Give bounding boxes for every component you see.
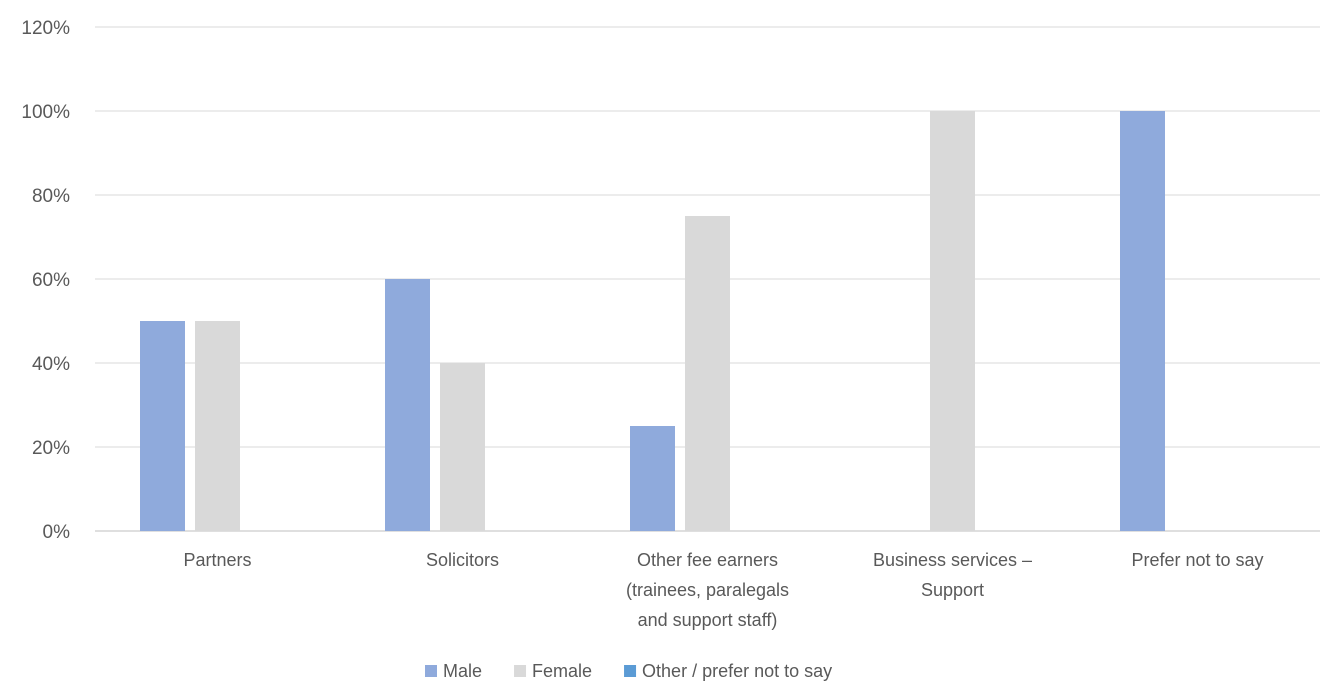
x-category-label: Other fee earners (trainees, paralegals an… [626, 550, 789, 630]
legend-label: Male [443, 661, 482, 681]
y-tick-label: 120% [21, 18, 70, 39]
bar-female-1 [440, 363, 485, 531]
y-tick-label: 60% [32, 270, 70, 291]
bar-male-0 [140, 321, 185, 531]
x-category-label: Prefer not to say [1131, 550, 1263, 570]
legend-swatch [514, 665, 527, 677]
legend: Male Female Other / prefer not to say [425, 661, 832, 681]
bar-male-4 [1120, 111, 1165, 531]
bar-female-2 [685, 216, 730, 531]
x-axis-categories: Partners Solicitors Other fee earners (trai… [183, 550, 1263, 630]
bar-male-1 [385, 279, 430, 531]
legend-swatch [425, 665, 437, 677]
legend-label: Other / prefer not to say [642, 661, 832, 681]
x-category-label: Business services – Support [873, 550, 1032, 600]
y-axis-ticks: 0% 20% 40% 60% 80% 100% 120% [21, 18, 70, 543]
x-category-label: Solicitors [426, 550, 499, 570]
bar-female-3 [930, 111, 975, 531]
bars [140, 111, 1165, 531]
bar-male-2 [630, 426, 675, 531]
bar-female-0 [195, 321, 240, 531]
y-tick-label: 100% [21, 102, 70, 123]
legend-label: Female [532, 661, 592, 681]
y-tick-label: 80% [32, 186, 70, 207]
y-tick-label: 20% [32, 438, 70, 459]
x-category-label: Partners [183, 550, 251, 570]
y-tick-label: 0% [43, 522, 71, 543]
y-tick-label: 40% [32, 354, 70, 375]
legend-swatch [624, 665, 637, 677]
